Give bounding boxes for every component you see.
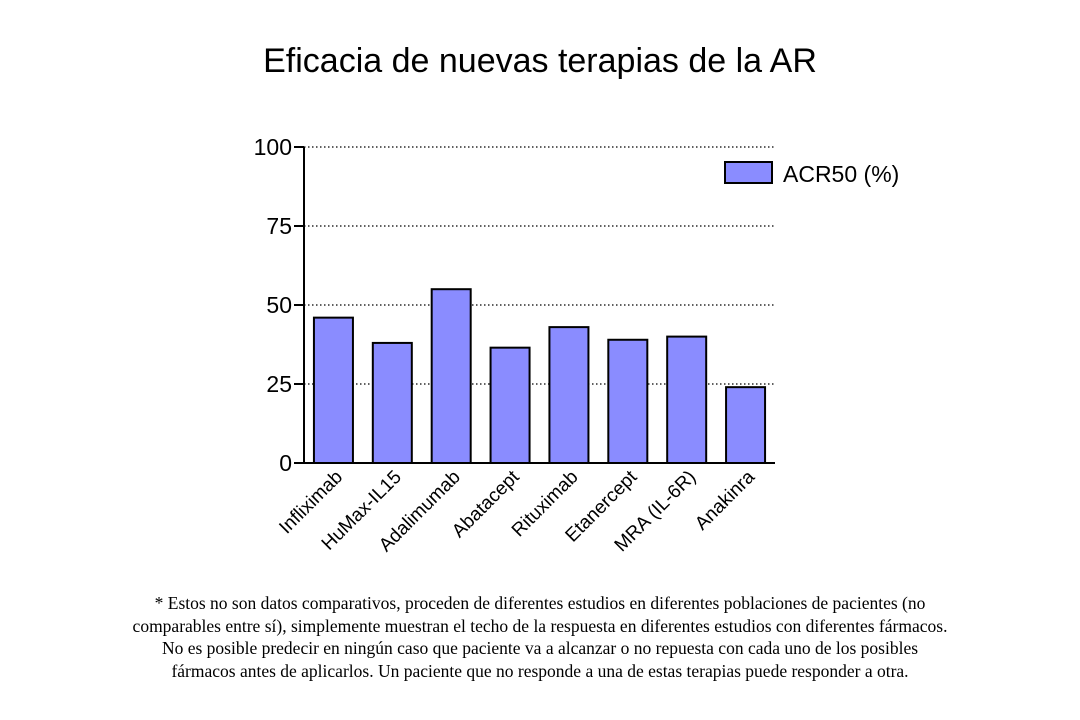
- footnote-line: fármacos antes de aplicarlos. Un pacient…: [171, 660, 909, 681]
- legend-swatch: [724, 161, 773, 184]
- footnote: * Estos no son datos comparativos, proce…: [30, 592, 1050, 682]
- y-tick-label: 25: [266, 371, 292, 397]
- bar: [666, 335, 708, 465]
- chart-title: Eficacia de nuevas terapias de la AR: [263, 42, 817, 80]
- y-tick-label: 75: [266, 213, 292, 239]
- bar-chart: 0 25 50 75 100 InfliximabHuMax-IL15Adalimuma…: [254, 134, 900, 556]
- bar: [489, 346, 531, 464]
- bar: [430, 288, 472, 465]
- legend-label: ACR50 (%): [783, 161, 899, 187]
- y-tick-label: 0: [279, 450, 292, 476]
- x-tick-label: Anakinra: [691, 466, 759, 534]
- bar: [371, 341, 413, 465]
- y-tick-label: 100: [254, 134, 292, 160]
- bar: [312, 316, 354, 465]
- y-axis-ticks: 0 25 50 75 100: [254, 134, 304, 476]
- footnote-line: comparables entre sí), simplemente muest…: [132, 615, 948, 636]
- x-axis-tick-labels: InfliximabHuMax-IL15AdalimumabAbataceptR…: [275, 466, 759, 556]
- bar: [725, 386, 767, 464]
- bar: [548, 326, 590, 464]
- bar: [607, 338, 649, 465]
- footnote-line: * Estos no son datos comparativos, proce…: [154, 593, 926, 613]
- legend: ACR50 (%): [724, 161, 899, 187]
- footnote-line: No es posible predecir en ningún caso qu…: [161, 638, 919, 658]
- bars: [312, 288, 767, 465]
- y-tick-label: 50: [266, 292, 292, 318]
